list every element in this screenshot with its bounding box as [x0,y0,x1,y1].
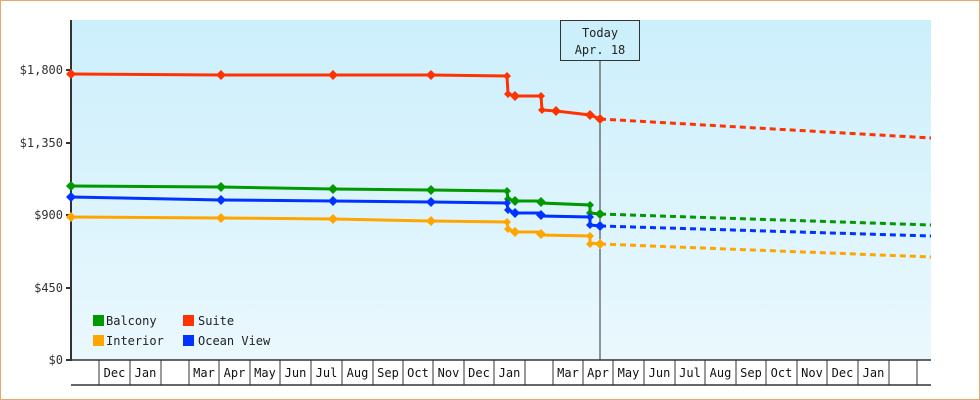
month-label: Jul [679,366,701,380]
month-label: Jan [863,366,885,380]
series-balcony [66,181,932,227]
series-ocean-view [66,192,932,238]
x-axis-month-row [71,359,931,386]
legend-label-balcony: Balcony [106,314,157,328]
month-label: Dec [468,366,490,380]
month-label: May [618,366,640,380]
series-suite [66,69,932,140]
month-label: Mar [557,366,579,380]
y-label-900: $900 [34,208,63,222]
legend-label-suite: Suite [198,314,234,328]
month-labels: Dec Jan Mar Apr May Jun Jul Aug Sep Oct … [104,366,885,380]
y-label-0: $0 [49,353,63,367]
month-label: Aug [347,366,369,380]
legend-swatch-balcony [93,315,104,326]
y-label-450: $450 [34,281,63,295]
month-label: Oct [771,366,793,380]
month-label: Aug [710,366,732,380]
today-box [560,20,640,61]
month-label: Jul [316,366,338,380]
month-label: Jun [649,366,671,380]
legend-label-ocean-view: Ocean View [198,334,271,348]
month-label: Nov [438,366,460,380]
legend-swatch-ocean-view [183,335,194,346]
series-interior [66,212,932,259]
month-label: Jun [285,366,307,380]
month-label: Nov [801,366,823,380]
month-label: Dec [832,366,854,380]
month-label: Mar [193,366,215,380]
y-label-1350: $1,350 [20,136,63,150]
today-label: Today [582,26,618,40]
month-label: Sep [740,366,762,380]
y-label-1800: $1,800 [20,63,63,77]
month-label: Apr [587,366,609,380]
month-label: Dec [104,366,126,380]
legend-swatch-interior [93,335,104,346]
month-label: Jan [135,366,157,380]
month-label: Oct [407,366,429,380]
legend: Balcony Suite Interior Ocean View [93,314,271,348]
legend-label-interior: Interior [106,334,164,348]
month-label: Sep [377,366,399,380]
month-label: May [254,366,276,380]
month-label: Apr [224,366,246,380]
month-label: Jan [499,366,521,380]
today-date: Apr. 18 [575,43,626,57]
legend-swatch-suite [183,315,194,326]
